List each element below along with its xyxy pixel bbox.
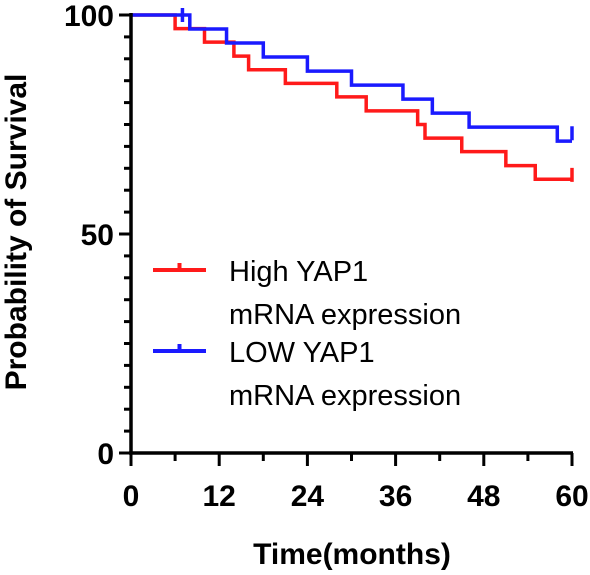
- series-line-0: [131, 13, 572, 181]
- legend-label: mRNA expression: [229, 380, 461, 412]
- series-layer: [131, 8, 574, 182]
- x-axis-title: Time(months): [253, 538, 451, 571]
- y-axis-title: Probability of Survival: [0, 74, 33, 391]
- y-tick-label: 0: [97, 438, 114, 471]
- x-tick-label: 0: [123, 480, 140, 513]
- legend-label: LOW YAP1: [229, 337, 375, 369]
- x-tick-label: 36: [379, 480, 412, 513]
- y-tick-label: 50: [81, 219, 114, 252]
- x-tick-label: 60: [555, 480, 588, 513]
- legend-label: mRNA expression: [229, 299, 461, 331]
- x-tick-label: 12: [203, 480, 236, 513]
- x-axis-ticks: 0 12 24 36 48 60: [123, 453, 589, 513]
- x-tick-label: 48: [467, 480, 500, 513]
- series-line-1: [131, 13, 572, 143]
- legend-label: High YAP1: [229, 256, 368, 288]
- y-axis-ticks: 0 50 100: [64, 0, 131, 471]
- y-tick-label: 100: [64, 0, 114, 33]
- legend: High YAP1 mRNA expression LOW YAP1 mRNA exp…: [153, 256, 461, 412]
- x-tick-label: 24: [291, 480, 325, 513]
